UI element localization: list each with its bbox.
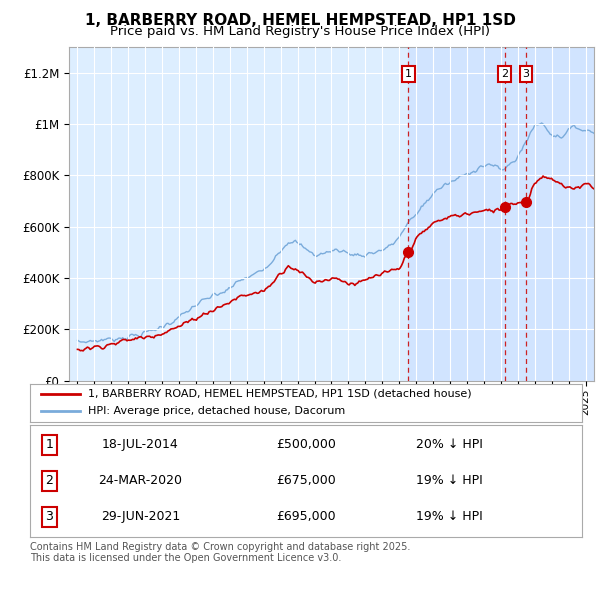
Text: 20% ↓ HPI: 20% ↓ HPI [416,438,483,451]
Text: 1, BARBERRY ROAD, HEMEL HEMPSTEAD, HP1 1SD (detached house): 1, BARBERRY ROAD, HEMEL HEMPSTEAD, HP1 1… [88,389,472,399]
Text: 1, BARBERRY ROAD, HEMEL HEMPSTEAD, HP1 1SD: 1, BARBERRY ROAD, HEMEL HEMPSTEAD, HP1 1… [85,13,515,28]
Text: £675,000: £675,000 [276,474,336,487]
Text: 24-MAR-2020: 24-MAR-2020 [98,474,182,487]
Text: Contains HM Land Registry data © Crown copyright and database right 2025.
This d: Contains HM Land Registry data © Crown c… [30,542,410,563]
Text: 2: 2 [46,474,53,487]
Text: 1: 1 [405,69,412,79]
Text: 3: 3 [46,510,53,523]
Text: 1: 1 [46,438,53,451]
Text: £500,000: £500,000 [276,438,336,451]
Text: 29-JUN-2021: 29-JUN-2021 [101,510,180,523]
Text: 19% ↓ HPI: 19% ↓ HPI [416,510,483,523]
Bar [409,47,594,381]
Text: 19% ↓ HPI: 19% ↓ HPI [416,474,483,487]
Text: 3: 3 [523,69,530,79]
Text: £695,000: £695,000 [276,510,336,523]
Text: 18-JUL-2014: 18-JUL-2014 [102,438,179,451]
Text: HPI: Average price, detached house, Dacorum: HPI: Average price, detached house, Daco… [88,407,345,417]
Text: 2: 2 [501,69,508,79]
Text: Price paid vs. HM Land Registry's House Price Index (HPI): Price paid vs. HM Land Registry's House … [110,25,490,38]
